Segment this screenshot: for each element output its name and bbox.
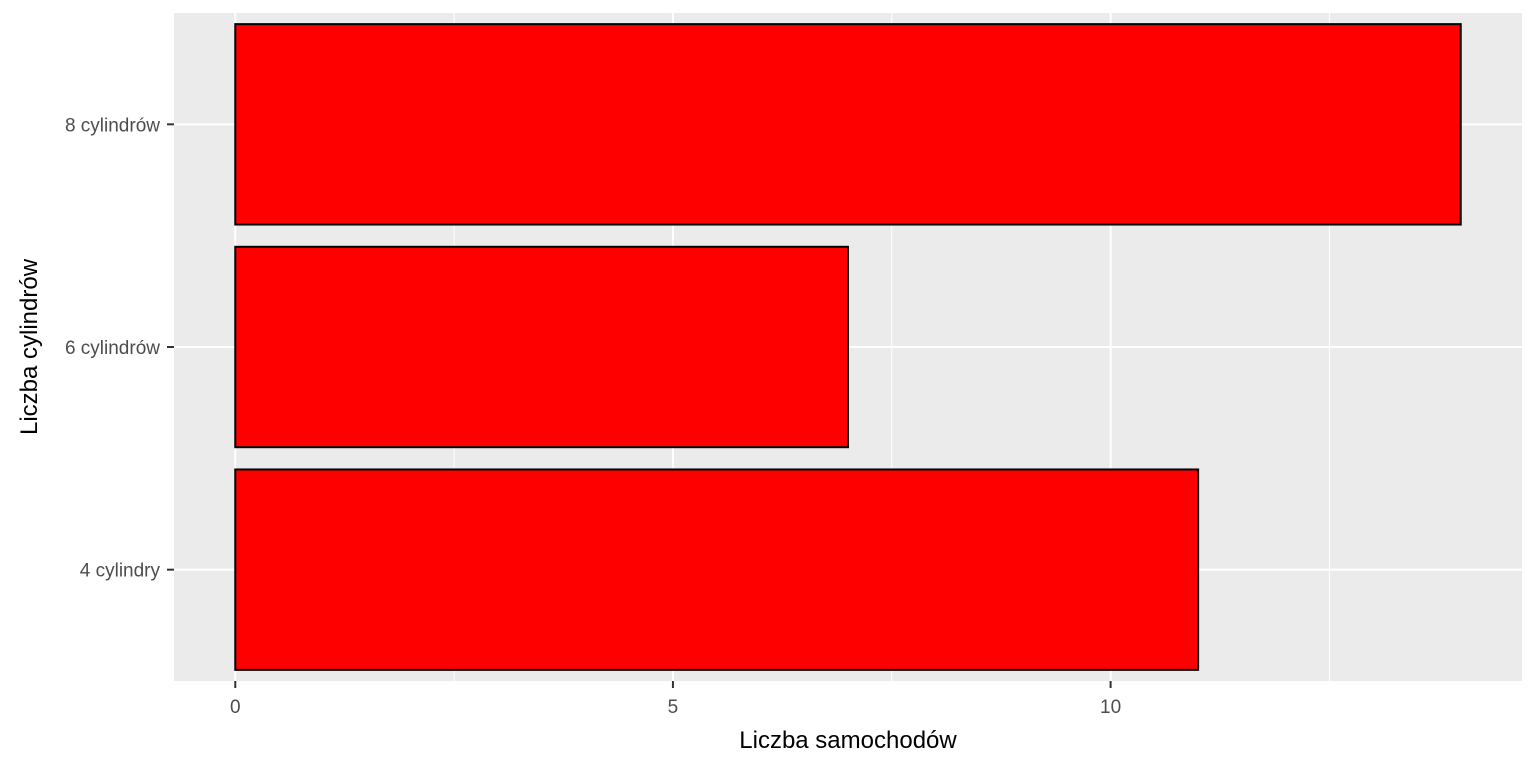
x-tick-label: 5: [668, 697, 679, 718]
bars: [234, 23, 1462, 671]
x-axis: 0 5 10: [230, 681, 1121, 718]
x-axis-title: Liczba samochodów: [739, 727, 957, 754]
y-tick-label: 6 cylindrów: [65, 338, 160, 359]
bar: [234, 245, 850, 449]
y-tick-label: 8 cylindrów: [65, 115, 160, 136]
x-tick-label: 10: [1100, 697, 1121, 718]
bar: [234, 468, 1200, 671]
y-axis-title: Liczba cylindrów: [16, 258, 43, 435]
x-tick-label: 0: [230, 697, 241, 718]
y-tick-label: 4 cylindry: [80, 561, 161, 582]
bar: [234, 23, 1462, 226]
y-axis: 4 cylindry 6 cylindrów 8 cylindrów: [65, 115, 174, 582]
